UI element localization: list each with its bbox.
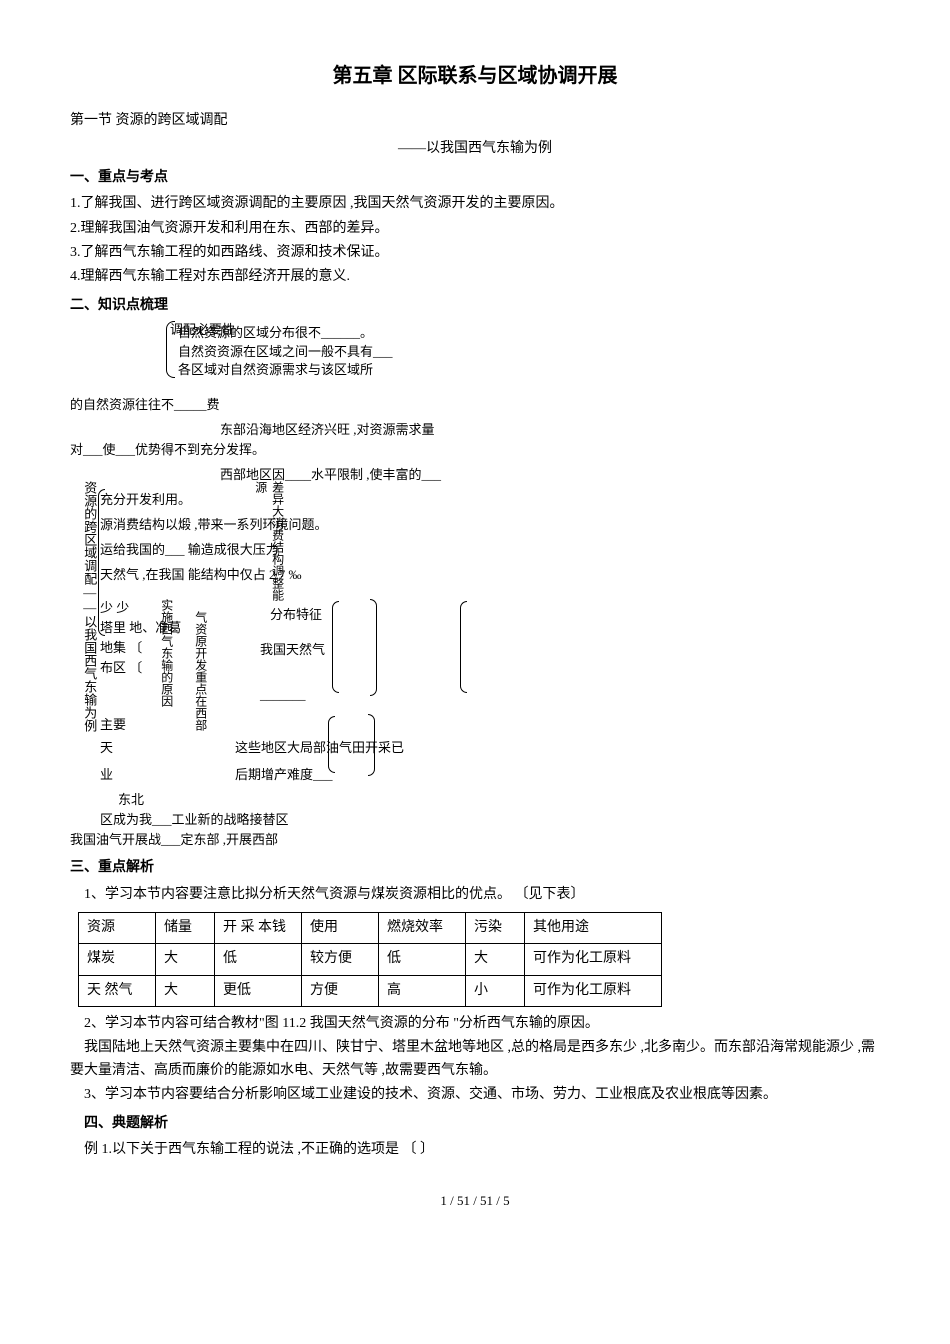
knowledge-diagram: 调配必要性 自然资源的区域分布很不______。 自然资资源在区域之间一般不具有… [70,321,880,851]
cell: 小 [466,975,525,1006]
cell: 大 [156,944,215,975]
point-4: 4.理解西气东输工程对东西部经济开展的意义. [70,266,880,288]
col-cost: 开 采 本钱 [215,912,302,943]
col-usage: 使用 [302,912,379,943]
diag-d3b: 对___使___优势得不到充分发挥。 [70,441,265,459]
diag-mid3: 气资原开发重点在西部 [192,611,209,781]
diag-d6a: 分布特征 [270,606,322,624]
cell: 更低 [215,975,302,1006]
analysis-1: 1、学习本节内容要注意比拟分析天然气资源与煤炭资源相比的优点。 〔见下表〕 [70,884,880,906]
cell: 大 [466,944,525,975]
chapter-title: 第五章 区际联系与区域协调开展 [70,60,880,92]
diag-left-main: 资源的跨区域调配——以我国西气东输为例 [80,481,98,821]
col-pollution: 污染 [466,912,525,943]
analysis-2b: 我国陆地上天然气资源主要集中在四川、陕甘宁、塔里木盆地等地区 ,总的格局是西多东… [70,1037,880,1082]
point-2: 2.理解我国油气资源开发和利用在东、西部的差异。 [70,218,880,240]
point-1: 1.了解我国、进行跨区域资源调配的主要原因 ,我国天然气资源开发的主要原因。 [70,193,880,215]
analysis-2: 2、学习本节内容可结合教材"图 11.2 我国天然气资源的分布 "分析西气东输的… [70,1013,880,1035]
cell: 低 [215,944,302,975]
diag-d4a: 充分开发利用。 [100,491,191,509]
section-subtitle: ——以我国西气东输为例 [70,138,880,160]
cell: 可作为化工原料 [525,975,662,1006]
col-other: 其他用途 [525,912,662,943]
table-row: 煤炭 大 低 较方便 低 大 可作为化工原料 [79,944,662,975]
point-3: 3.了解西气东输工程的如西路线、资源和技术保证。 [70,242,880,264]
diag-d5c: 地集 〔 [100,639,142,657]
cell: 煤炭 [79,944,156,975]
diag-d5a: 少 少 [100,599,129,617]
diag-d8b: 后期增产难度___ [235,766,333,784]
cell: 较方便 [302,944,379,975]
heading-4: 四、典题解析 [70,1113,880,1135]
example-1: 例 1.以下关于西气东输工程的说法 ,不正确的选项是 〔 〕 [70,1139,880,1161]
resource-comparison-table: 资源 储量 开 采 本钱 使用 燃烧效率 污染 其他用途 煤炭 大 低 较方便 … [78,912,662,1007]
cell: 可作为化工原料 [525,944,662,975]
cell: 天 然气 [79,975,156,1006]
section-title: 第一节 资源的跨区域调配 [70,110,880,132]
diag-d7b: 天 [100,739,113,757]
cell: 低 [379,944,466,975]
diag-d3a: 东部沿海地区经济兴旺 ,对资源需求量 [220,421,435,439]
cell: 高 [379,975,466,1006]
diag-d9b: 区成为我___工业新的战略接替区 [100,811,289,829]
diag-d2: 的自然资源往往不_____费 [70,396,220,414]
heading-1: 一、重点与考点 [70,167,880,189]
table-row: 天 然气 大 更低 方便 高 小 可作为化工原料 [79,975,662,1006]
diag-d9a: 东北 [118,791,144,809]
diag-d7a: 主要 [100,716,126,734]
col-resource: 资源 [79,912,156,943]
table-header-row: 资源 储量 开 采 本钱 使用 燃烧效率 污染 其他用途 [79,912,662,943]
heading-2: 二、知识点梳理 [70,295,880,317]
diag-d1a: 自然资源的区域分布很不______。 [178,324,373,342]
page-footer: 1 / 51 / 51 / 5 [70,1191,880,1212]
diag-d10: 我国油气开展战___定东部 ,开展西部 [70,831,278,849]
diag-d4b: 源消费结构以煅 ,带来一系列环境问题。 [100,516,328,534]
diag-d6c: _______ [260,686,306,704]
diag-d6b: 我国天然气 [260,641,325,659]
analysis-3: 3、学习本节内容要结合分析影响区域工业建设的技术、资源、交通、市场、劳力、工业根… [70,1084,880,1106]
col-efficiency: 燃烧效率 [379,912,466,943]
diag-mid-col: 差异大消费结构调整能源 [252,481,286,601]
cell: 大 [156,975,215,1006]
diag-d1b: 自然资资源在区域之间一般不具有___ [178,343,393,361]
diag-d5d: 布区 〔 [100,659,142,677]
heading-3: 三、重点解析 [70,857,880,879]
diag-d7c: 业 [100,766,113,784]
diag-mid2: 实施西气东输的原因 [158,599,175,769]
diag-d8a: 这些地区大局部油气田开采已 [235,739,404,757]
cell: 方便 [302,975,379,1006]
diag-d1c: 各区域对自然资源需求与该区域所 [178,361,373,379]
col-reserve: 储量 [156,912,215,943]
